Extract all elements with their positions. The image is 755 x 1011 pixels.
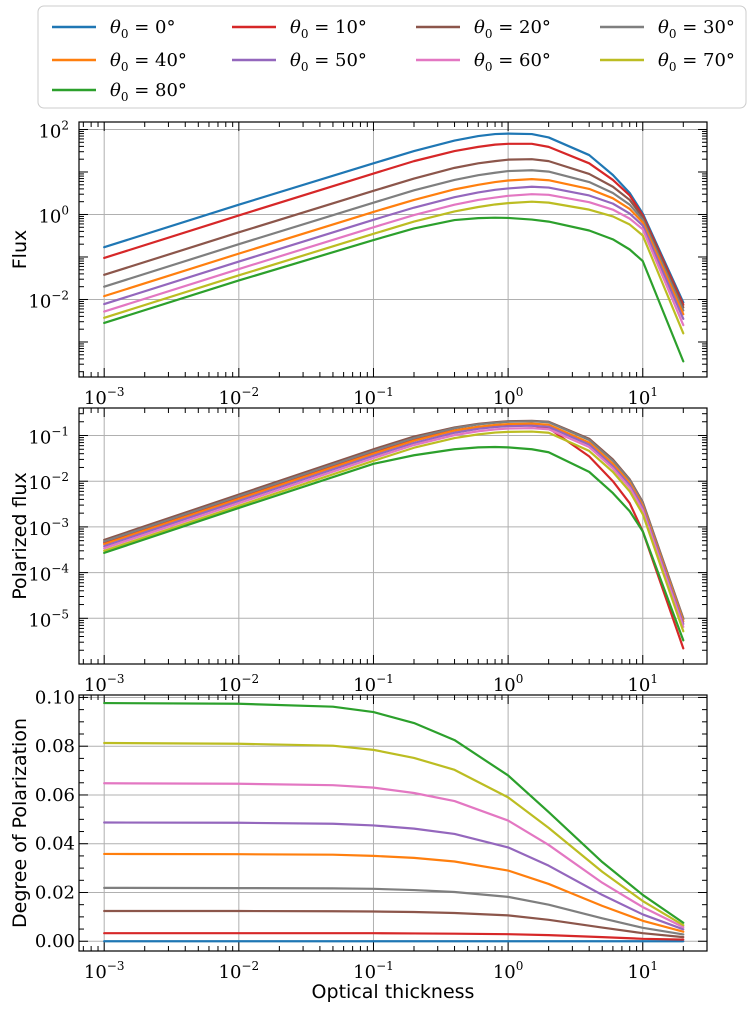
y-axis-label: Flux	[9, 230, 31, 270]
x-tick-label: 10−3	[84, 959, 125, 983]
axes-frame	[78, 694, 708, 952]
y-tick-label: 10−2	[28, 470, 69, 494]
panels: 10−3 10−2 10−1 100 101 10−2 100 102 Flux 10−3 10−2…	[9, 118, 708, 983]
panel-top: 10−3 10−2 10−1 100 101 10−2 100 102 Flux	[9, 118, 708, 409]
legend-label: θ0 = 10°	[290, 17, 367, 41]
series-line-c10	[103, 142, 685, 306]
legend-box	[37, 5, 747, 109]
legend-item: θ0 = 70°	[600, 50, 735, 74]
legend-label: θ0 = 40°	[110, 50, 187, 74]
y-tick-label: 10−5	[28, 607, 69, 631]
series-line-c50	[103, 185, 685, 320]
y-tick-label: 10−4	[28, 562, 69, 586]
grid	[79, 408, 707, 664]
series-line-c80	[103, 216, 685, 363]
x-tick-label: 101	[627, 385, 658, 409]
axes-frame	[78, 407, 708, 665]
legend-label: θ0 = 0°	[110, 17, 175, 41]
y-axis-label: Polarized flux	[9, 472, 31, 599]
x-tick-label: 101	[627, 959, 658, 983]
series-group	[103, 132, 685, 363]
legend-label: θ0 = 70°	[658, 50, 735, 74]
y-tick-label: 102	[38, 118, 69, 142]
series-line-c30	[103, 886, 685, 936]
legend-label: θ0 = 80°	[110, 80, 187, 104]
legend: θ0 = 0° θ0 = 10° θ0 = 20° θ0 = 30° θ0 = 40° θ…	[37, 5, 747, 109]
legend-item: θ0 = 80°	[52, 80, 187, 104]
series-line-c50	[103, 424, 685, 626]
y-tick-label: 0.02	[35, 882, 75, 903]
series-group	[103, 419, 685, 650]
y-tick-label: 0.10	[35, 687, 75, 708]
series-line-c80	[103, 445, 685, 642]
y-tick-label: 0.00	[35, 931, 75, 952]
legend-label: θ0 = 50°	[290, 50, 367, 74]
y-tick-label: 10−1	[28, 425, 69, 449]
legend-item: θ0 = 10°	[232, 17, 367, 41]
series-line-c20	[103, 158, 685, 309]
series-line-c70	[103, 430, 685, 633]
series-line-c10	[103, 932, 685, 941]
axes-frame	[78, 121, 708, 378]
x-tick-label: 10−1	[353, 959, 394, 983]
series-line-c30	[103, 169, 685, 312]
panel-bottom: 10−3 10−2 10−1 100 101 0.00 0.02 0.04 0.06 0.08 0.…	[9, 687, 708, 983]
series-line-c40	[103, 178, 685, 316]
y-tick-label: 10−3	[28, 516, 69, 540]
x-tick-label: 100	[493, 385, 524, 409]
series-line-c60	[103, 427, 685, 628]
legend-item: θ0 = 50°	[232, 50, 367, 74]
x-tick-label: 10−2	[219, 672, 260, 696]
series-line-c40	[103, 422, 685, 623]
legend-item: θ0 = 20°	[416, 17, 551, 41]
legend-label: θ0 = 20°	[474, 17, 551, 41]
y-tick-label: 0.06	[35, 785, 75, 806]
y-tick-label: 100	[38, 203, 69, 227]
legend-label: θ0 = 30°	[658, 17, 735, 41]
x-tick-label: 10−3	[84, 672, 125, 696]
y-tick-label: 0.04	[35, 834, 75, 855]
series-line-c70	[103, 200, 685, 335]
series-line-c60	[103, 193, 685, 327]
legend-item: θ0 = 60°	[416, 50, 551, 74]
legend-label: θ0 = 60°	[474, 50, 551, 74]
x-tick-label: 100	[493, 672, 524, 696]
x-tick-label: 10−3	[84, 385, 125, 409]
legend-item: θ0 = 30°	[600, 17, 735, 41]
series-line-c20	[103, 909, 685, 939]
x-axis-label: Optical thickness	[312, 981, 475, 1003]
x-tick-label: 100	[493, 959, 524, 983]
x-tick-label: 10−2	[219, 385, 260, 409]
x-tick-label: 101	[627, 672, 658, 696]
series-line-c60	[103, 782, 685, 929]
grid	[79, 122, 707, 377]
series-line-c50	[103, 821, 685, 931]
x-tick-label: 10−1	[353, 385, 394, 409]
panel-middle: 10−3 10−2 10−1 100 101 10−1 10−2 10−3 10−4 10−5 Po…	[9, 407, 708, 696]
x-tick-label: 10−1	[353, 672, 394, 696]
ticks	[79, 122, 708, 377]
series-line-c80	[103, 701, 685, 924]
series-line-c30	[103, 420, 685, 621]
series-group	[103, 701, 685, 943]
ticks	[79, 695, 708, 951]
y-tick-label: 0.08	[35, 736, 75, 757]
series-line-c40	[103, 852, 685, 933]
grid	[79, 695, 707, 951]
legend-item: θ0 = 0°	[52, 17, 175, 41]
y-tick-label: 10−2	[28, 288, 69, 312]
series-line-c0	[103, 132, 685, 304]
legend-item: θ0 = 40°	[52, 50, 187, 74]
y-axis-label: Degree of Polarization	[9, 718, 31, 928]
x-tick-label: 10−2	[219, 959, 260, 983]
series-line-c70	[103, 741, 685, 927]
